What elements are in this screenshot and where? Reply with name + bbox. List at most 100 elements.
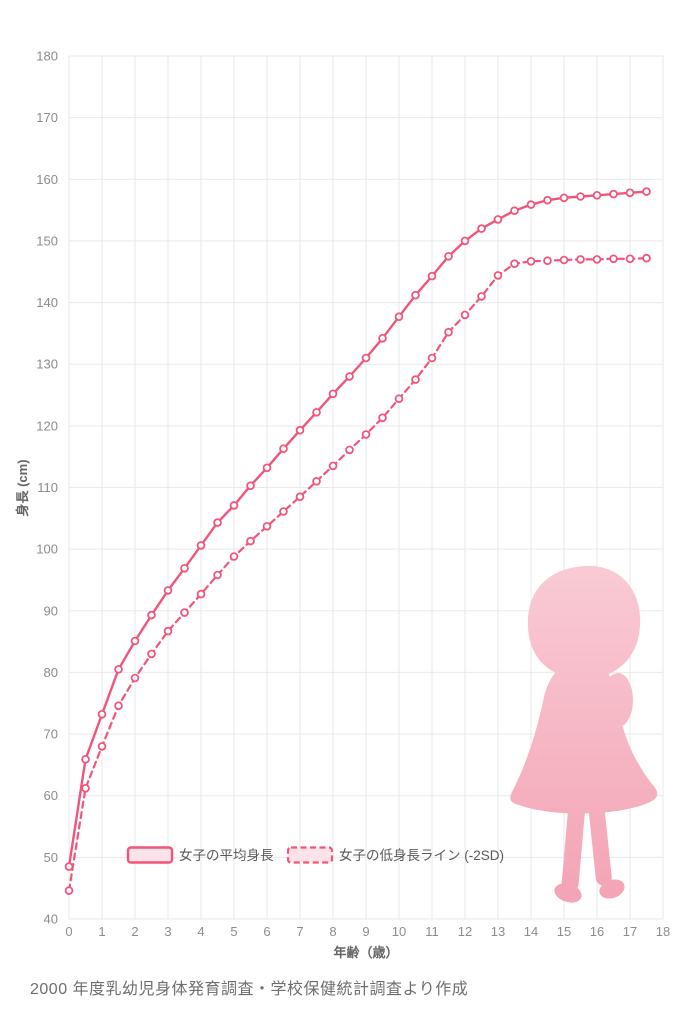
data-point (213, 518, 222, 527)
data-point (229, 501, 239, 510)
series-sd-line (64, 253, 651, 895)
data-point (163, 586, 173, 595)
data-point (444, 327, 453, 337)
x-tick-5: 5 (230, 924, 237, 939)
data-point (64, 886, 74, 895)
data-point (262, 521, 272, 531)
data-point (295, 492, 305, 502)
silhouette-foot-right (599, 879, 625, 899)
data-point (312, 407, 321, 417)
series-mean-line (64, 187, 651, 871)
data-point (378, 333, 387, 343)
data-point (361, 430, 371, 439)
data-point (609, 254, 618, 264)
data-point (180, 608, 189, 617)
x-tick-8: 8 (329, 924, 336, 939)
data-point (147, 610, 156, 620)
data-point (510, 206, 519, 216)
x-tick-1: 1 (98, 924, 105, 939)
silhouette-leg-right (588, 798, 612, 886)
data-point (328, 461, 338, 471)
y-axis-title: 身長 (cm) (15, 459, 30, 516)
silhouette-face (592, 621, 630, 663)
data-point (559, 193, 569, 203)
data-point (279, 444, 288, 454)
x-tick-10: 10 (392, 924, 406, 939)
axis-ticks: 4050607080901001101201301401501601701800… (36, 49, 670, 940)
data-point (526, 256, 536, 266)
data-point (642, 253, 651, 263)
data-point (592, 255, 602, 264)
y-tick-140: 140 (36, 295, 58, 310)
data-point (97, 742, 107, 751)
silhouette-leg-left (561, 798, 586, 892)
x-tick-7: 7 (296, 924, 303, 939)
x-tick-14: 14 (524, 924, 538, 939)
y-tick-100: 100 (36, 542, 58, 557)
data-point (460, 310, 470, 320)
data-point (114, 701, 123, 710)
growth-chart: 4050607080901001101201301401501601701800… (15, 49, 670, 961)
y-tick-150: 150 (36, 233, 58, 248)
y-tick-50: 50 (44, 850, 58, 865)
data-point (229, 552, 239, 561)
data-point (394, 394, 404, 404)
data-point (427, 353, 437, 363)
data-point (411, 375, 420, 384)
data-point (625, 188, 635, 198)
legend-swatch-mean (126, 846, 174, 864)
data-point (477, 292, 486, 301)
data-point (576, 255, 585, 264)
x-tick-17: 17 (623, 924, 637, 939)
silhouette-arm (603, 673, 633, 727)
y-tick-110: 110 (37, 480, 58, 495)
data-point (180, 563, 189, 573)
y-tick-130: 130 (36, 357, 58, 372)
y-tick-60: 60 (44, 788, 58, 803)
legend-swatch-sd (286, 846, 334, 864)
data-point (609, 189, 618, 199)
y-tick-160: 160 (36, 172, 58, 187)
data-point (592, 191, 602, 200)
data-point (312, 476, 321, 486)
y-tick-170: 170 (36, 110, 58, 125)
data-point (543, 195, 552, 205)
data-point (427, 271, 437, 281)
data-point (378, 413, 387, 423)
data-point (295, 425, 305, 435)
data-point (345, 445, 354, 455)
data-point (279, 507, 288, 516)
data-point (477, 224, 486, 233)
data-point (444, 251, 453, 261)
data-point (526, 200, 536, 209)
data-point (81, 754, 90, 764)
data-point (576, 192, 585, 201)
y-tick-80: 80 (44, 665, 58, 680)
legend-label-mean: 女子の平均身長 (179, 847, 274, 863)
x-tick-12: 12 (458, 924, 472, 939)
x-tick-0: 0 (65, 924, 72, 939)
data-point (114, 664, 123, 674)
x-tick-9: 9 (362, 924, 369, 939)
data-point (246, 536, 255, 546)
data-point (97, 709, 107, 719)
data-point (510, 259, 519, 269)
data-point (625, 254, 635, 264)
data-point (493, 271, 503, 280)
data-point (559, 255, 569, 265)
data-point (130, 673, 140, 683)
x-tick-16: 16 (590, 924, 604, 939)
data-point (81, 783, 90, 793)
y-tick-180: 180 (36, 49, 58, 64)
silhouette-body-dress (510, 655, 658, 814)
data-series (64, 187, 651, 895)
data-point (262, 463, 272, 473)
data-point (147, 649, 156, 659)
x-tick-4: 4 (197, 924, 204, 939)
x-tick-13: 13 (491, 924, 505, 939)
silhouette-foot-left (554, 883, 582, 903)
data-point (361, 353, 371, 363)
data-point (130, 636, 140, 646)
data-point (493, 215, 503, 224)
